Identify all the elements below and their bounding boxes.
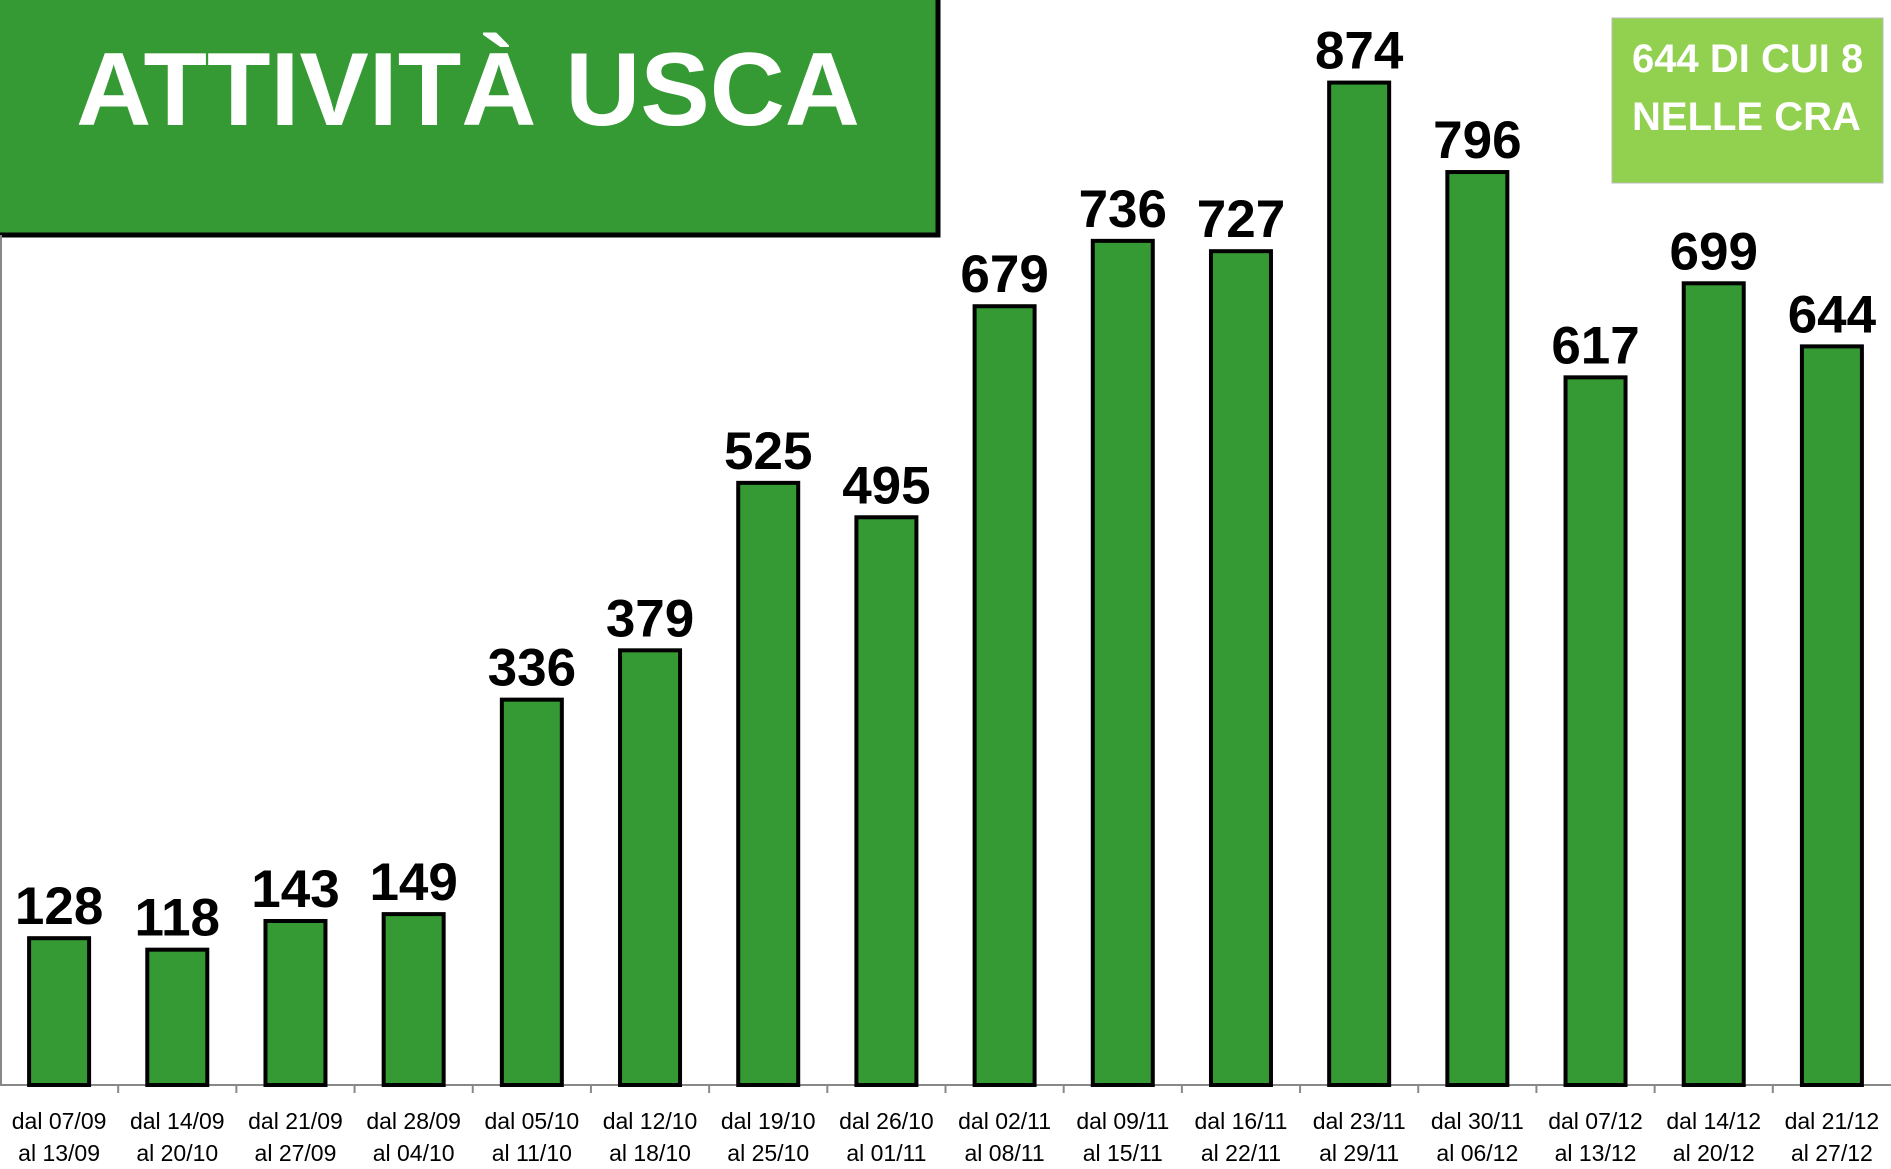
x-tick-label: dal 02/11 [958,1108,1051,1134]
x-tick-label: al 27/09 [255,1140,337,1166]
bar [854,515,919,1087]
x-tick-label: dal 14/09 [130,1108,225,1134]
x-tick-label: al 27/12 [1791,1140,1873,1166]
bar [1208,249,1273,1087]
bar [1327,80,1392,1087]
x-tick-label: dal 12/10 [603,1108,698,1134]
bar [618,648,683,1087]
x-tick-label: dal 28/09 [366,1108,461,1134]
x-tick-label: dal 23/11 [1313,1108,1406,1134]
value-label: 118 [135,889,221,948]
title-box [0,0,941,238]
x-tick-label: al 08/11 [965,1140,1045,1166]
x-tick-label: al 22/11 [1201,1140,1281,1166]
x-tick-label: al 06/12 [1436,1140,1518,1166]
bar [499,697,564,1087]
x-tick-label: dal 05/10 [485,1108,580,1134]
value-label: 736 [1079,180,1167,239]
value-label: 379 [606,589,694,648]
x-tick-label: al 11/10 [492,1140,572,1166]
annotation-box [1611,17,1884,184]
x-tick-label: al 04/10 [373,1140,455,1166]
x-tick-label: al 13/12 [1555,1140,1637,1166]
value-label: 495 [842,456,930,515]
x-tick-label: al 01/11 [846,1140,926,1166]
x-tick-label: al 25/10 [727,1140,809,1166]
x-tick-label: al 18/10 [609,1140,691,1166]
annotation: NELLE CRA [1632,95,1861,139]
x-tick-label: dal 09/11 [1076,1108,1169,1134]
x-tick-label: dal 19/10 [721,1108,816,1134]
value-label: 143 [251,860,339,919]
value-label: 679 [960,245,1048,304]
chart-title: ATTIVITÀ USCA [76,32,860,148]
value-label: 525 [724,422,812,481]
bar [263,918,328,1087]
value-label: 874 [1315,22,1404,81]
x-tick-label: dal 14/12 [1666,1108,1761,1134]
x-tick-label: dal 30/11 [1431,1108,1524,1134]
bar [27,936,92,1087]
x-tick-label: al 20/12 [1673,1140,1755,1166]
x-tick-label: al 29/11 [1319,1140,1399,1166]
value-label: 644 [1788,285,1877,344]
annotation: 644 DI CUI 8 [1632,37,1863,81]
value-label: 149 [369,853,457,912]
bar [145,947,210,1088]
value-label: 727 [1197,190,1285,249]
value-label: 336 [488,639,576,698]
bar [1445,170,1510,1088]
bar [381,912,446,1087]
value-label: 796 [1433,111,1521,170]
bar [736,480,801,1087]
value-label: 128 [15,877,103,936]
x-tick-label: al 13/09 [18,1140,100,1166]
bar [1799,344,1864,1087]
x-tick-label: al 15/11 [1083,1140,1163,1166]
bar [1563,375,1628,1087]
x-tick-label: dal 21/09 [248,1108,343,1134]
value-label: 699 [1670,222,1758,281]
x-tick-label: dal 07/09 [12,1108,107,1134]
value-label: 617 [1551,316,1639,375]
bar [972,304,1037,1087]
x-tick-label: dal 26/10 [839,1108,934,1134]
x-tick-label: dal 16/11 [1195,1108,1288,1134]
bar [1090,238,1155,1087]
x-tick-label: dal 07/12 [1548,1108,1643,1134]
bar [1681,281,1746,1088]
x-tick-label: al 20/10 [136,1140,218,1166]
x-tick-label: dal 21/12 [1785,1108,1880,1134]
